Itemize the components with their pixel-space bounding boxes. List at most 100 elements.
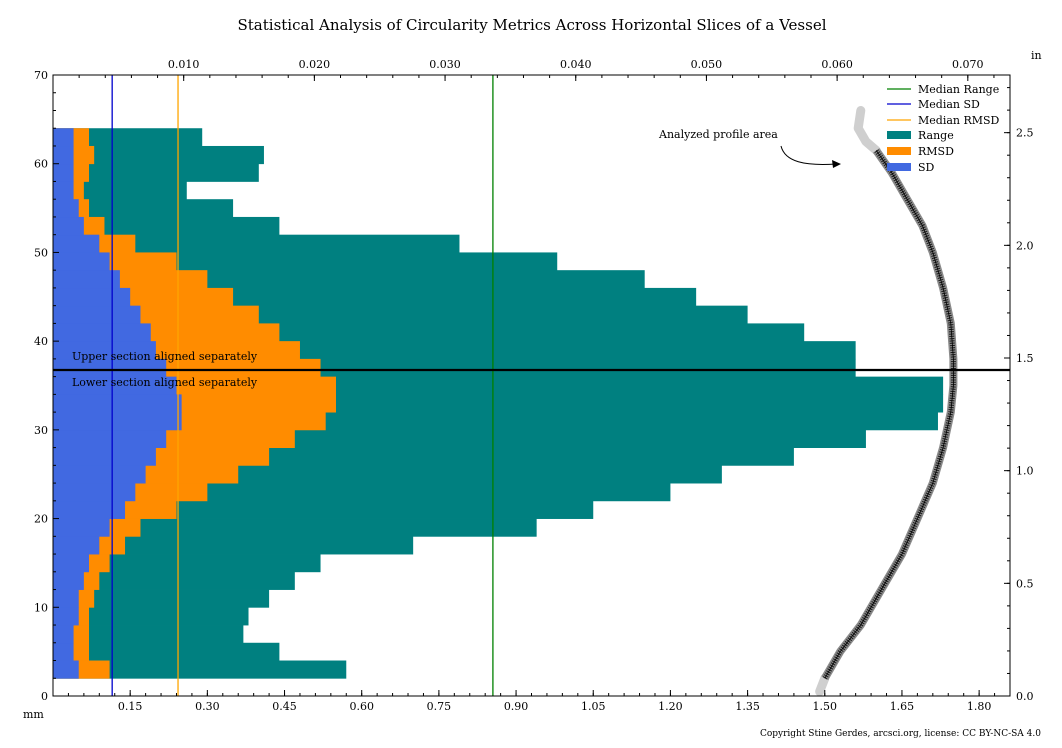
legend-median-rmsd: Median RMSD [887,114,1000,127]
x-tick-label: 0.60 [349,700,374,713]
bar-range [53,642,280,661]
profile-base [815,673,830,697]
y-tick-label: 20 [34,513,48,526]
bar-range [53,607,249,626]
top-x-tick-label: 0.060 [821,58,853,71]
legend-range-label: Range [918,129,954,142]
bar-range [53,500,594,519]
x-tick-label: 1.50 [813,700,838,713]
x-tick-label: 0.75 [427,700,452,713]
median-lines [111,75,494,696]
bar-sd [53,181,74,200]
bar-sd [53,145,74,165]
series-sd [53,128,182,679]
top-x-tick-label: 0.010 [168,58,200,71]
y-tick-label: 30 [34,424,48,437]
bar-sd [53,500,126,519]
bar-sd [53,323,151,342]
profile-annotation-arrow [780,145,837,165]
top-x-tick-label: 0.040 [560,58,592,71]
bar-sd [53,518,110,537]
legend-sd-label: SD [918,161,935,174]
right-axis-unit: in [1031,49,1042,62]
right-y-tick-label: 1.5 [1016,352,1034,365]
profile-centerline [824,150,954,679]
bar-sd [53,305,141,324]
x-tick-label: 1.80 [967,700,992,713]
bar-sd [53,287,131,307]
bar-sd [53,536,100,555]
bar-sd [53,447,156,466]
bar-range [53,571,295,590]
bar-range [53,554,321,573]
bar-sd [53,429,167,448]
bar-sd [53,554,90,573]
left-axis-unit: mm [23,708,44,721]
bar-sd [53,163,74,182]
chart-title: Statistical Analysis of Circularity Metr… [238,16,827,34]
legend-median-range-label: Median Range [918,83,999,96]
bar-sd [53,376,177,395]
right-y-tick-label: 1.0 [1016,465,1034,478]
bar-sd [53,625,74,644]
lower-section-note: Lower section aligned separately [72,376,258,389]
x-tick-label: 0.45 [272,700,297,713]
bar-range [53,181,187,200]
x-tick-label: 0.30 [195,700,220,713]
legend-rmsd: RMSD [887,145,954,158]
x-tick-label: 1.20 [658,700,683,713]
bar-sd [53,216,84,236]
top-x-tick-label: 0.050 [691,58,723,71]
top-x-tick-label: 0.020 [299,58,331,71]
bar-range [53,252,558,271]
bar-sd [53,412,182,431]
bar-sd [53,589,79,608]
legend-median-sd-label: Median SD [918,98,980,111]
x-tick-label: 0.15 [118,700,143,713]
upper-section-note: Upper section aligned separately [72,350,258,363]
profile-layer [815,106,958,697]
x-tick-label: 1.05 [581,700,606,713]
bar-sd [53,642,74,661]
x-tick-label: 0.90 [504,700,529,713]
bar-sd [53,234,100,253]
bar-sd [53,465,146,484]
series-range [53,128,944,679]
copyright-text: Copyright Stine Gerdes, arcsci.org, lice… [760,729,1041,739]
bar-range [53,536,414,555]
x-tick-label: 1.35 [735,700,760,713]
legend-median-sd: Median SD [887,98,980,111]
y-tick-label: 50 [34,246,48,259]
legend-range: Range [887,129,954,142]
bar-sd [53,270,120,289]
profile-annotation: Analyzed profile area [658,128,841,168]
top-x-tick-label: 0.070 [952,58,984,71]
y-tick-label: 10 [34,601,48,614]
right-y-tick-label: 2.5 [1016,127,1034,140]
bar-sd [53,571,84,590]
legend-median-range: Median Range [887,83,999,96]
y-tick-label: 70 [34,69,48,82]
bar-range [53,145,264,165]
bar-sd [53,341,156,360]
profile-annotation-label: Analyzed profile area [658,128,778,141]
y-tick-label: 60 [34,158,48,171]
legend: Median Range Median SD Median RMSD Range… [887,83,1000,174]
bar-sd [53,607,79,626]
top-x-tick-label: 0.030 [429,58,461,71]
legend-median-rmsd-label: Median RMSD [918,114,1000,127]
bar-sd [53,128,74,147]
bar-range [53,589,270,608]
bar-sd [53,483,136,502]
x-tick-label: 1.65 [890,700,915,713]
right-y-tick-label: 0.5 [1016,577,1034,590]
right-y-tick-label: 2.0 [1016,239,1034,252]
bar-range [53,216,280,236]
bar-range [53,660,347,679]
bar-range [53,199,234,218]
profile-upper-rim [853,106,881,155]
bar-sd [53,358,167,378]
bar-range [53,128,203,147]
bar-sd [53,252,110,271]
